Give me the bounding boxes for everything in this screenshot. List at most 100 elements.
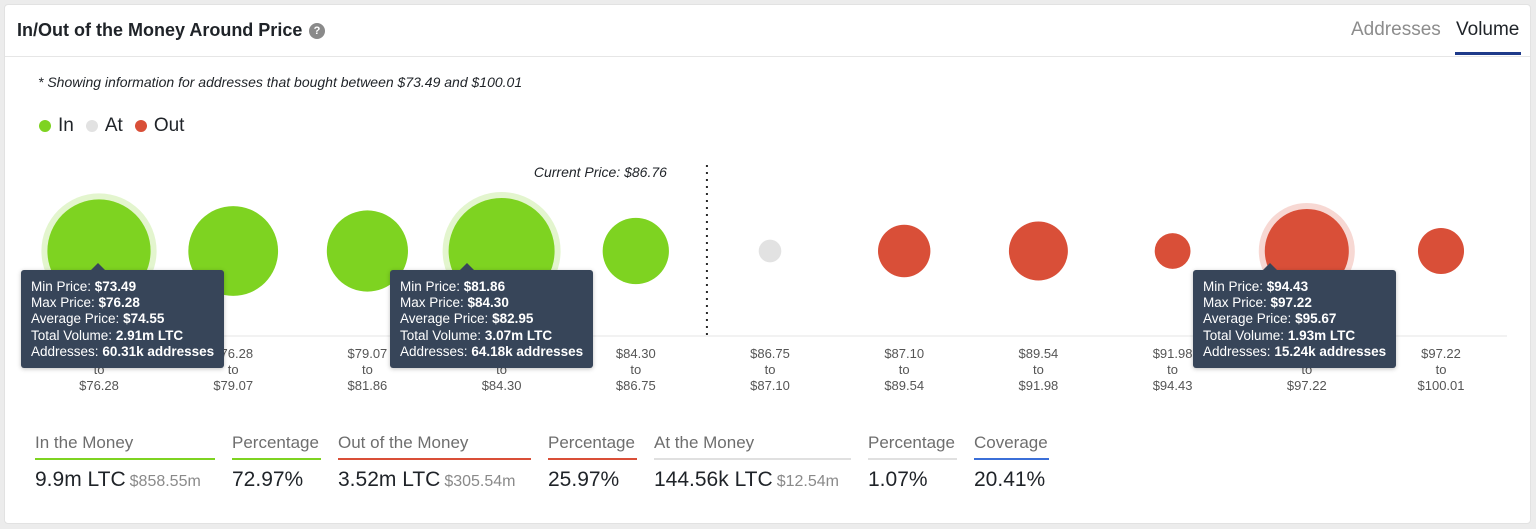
legend-dot-at bbox=[85, 120, 98, 132]
tooltip-1-vol: 2.91m LTC bbox=[115, 327, 184, 343]
bubble-7 bbox=[878, 224, 931, 278]
tooltip-4-min: $81.86 bbox=[463, 279, 506, 294]
stat-value-pct-in: 72.97% bbox=[232, 468, 304, 491]
bubble-6 bbox=[758, 239, 782, 263]
tooltip-10-addr: 15.24k addresses bbox=[1274, 343, 1387, 359]
bucket-to-label-5: $86.75 bbox=[616, 378, 656, 393]
range-note: * Showing information for addresses that… bbox=[38, 74, 523, 90]
stat-value-out: 3.52m LTC $305.54m bbox=[338, 468, 531, 492]
bubble-8 bbox=[1008, 221, 1068, 281]
tooltip-10-max: $97.22 bbox=[1270, 295, 1312, 311]
tooltip-1-avg: $74.55 bbox=[123, 311, 165, 327]
stat-at-the-money: At the Money 144.56k LTC $12.54m bbox=[654, 433, 851, 492]
current-price-label: Current Price: $86.76 bbox=[534, 164, 667, 180]
bucket-to-label-3: $81.86 bbox=[348, 378, 388, 393]
bucket-to-word-4: to bbox=[496, 362, 507, 377]
bucket-to-label-1: $76.28 bbox=[79, 378, 119, 393]
tooltip-1-max: $76.28 bbox=[98, 295, 140, 311]
stat-percentage-out: Percentage 25.97% bbox=[548, 433, 637, 492]
page-title: In/Out of the Money Around Price bbox=[17, 20, 303, 40]
active-tab-indicator bbox=[1455, 52, 1521, 55]
stat-sub-at: $12.54m bbox=[776, 473, 839, 490]
stat-sub-out: $305.54m bbox=[444, 473, 516, 490]
tooltip-10-avg: $95.67 bbox=[1295, 311, 1337, 327]
legend-item-at[interactable]: At bbox=[85, 115, 123, 137]
bucket-to-label-2: $79.07 bbox=[213, 378, 253, 393]
bucket-to-label-6: $87.10 bbox=[750, 378, 790, 393]
tooltip-1-min: $73.49 bbox=[94, 279, 137, 294]
legend-label-in: In bbox=[58, 115, 74, 136]
bucket-to-word-2: to bbox=[228, 362, 239, 377]
bubble-11 bbox=[1417, 227, 1465, 275]
stat-value-in-text: 9.9m LTC bbox=[35, 468, 126, 491]
bucket-to-word-10: to bbox=[1301, 362, 1312, 377]
bucket-from-label-5: $84.30 bbox=[616, 346, 656, 361]
tooltip-4-vol: 3.07m LTC bbox=[484, 327, 553, 343]
tab-volume[interactable]: Volume bbox=[1456, 19, 1520, 40]
bucket-from-label-7: $87.10 bbox=[884, 346, 924, 361]
bucket-to-word-6: to bbox=[765, 362, 776, 377]
bucket-to-word-1: to bbox=[94, 362, 105, 377]
bubble-3 bbox=[326, 210, 408, 292]
bucket-to-label-9: $94.43 bbox=[1153, 378, 1193, 393]
bucket-to-label-11: $100.01 bbox=[1418, 378, 1465, 393]
bucket-to-word-11: to bbox=[1436, 362, 1447, 377]
bucket-to-label-7: $89.54 bbox=[884, 378, 924, 393]
stat-head-pct-out: Percentage bbox=[548, 433, 637, 460]
ioam-card: In/Out of the Money Around Price ? Addre… bbox=[4, 4, 1531, 524]
stat-head-at: At the Money bbox=[654, 433, 851, 460]
stat-head-coverage: Coverage bbox=[974, 433, 1049, 460]
legend-dot-out bbox=[134, 120, 147, 132]
bucket-to-word-8: to bbox=[1033, 362, 1044, 377]
bucket-from-label-8: $89.54 bbox=[1019, 346, 1059, 361]
stat-out-of-the-money: Out of the Money 3.52m LTC $305.54m bbox=[338, 433, 531, 492]
tab-addresses[interactable]: Addresses bbox=[1351, 19, 1441, 40]
bucket-to-word-3: to bbox=[362, 362, 373, 377]
stat-value-at: 144.56k LTC $12.54m bbox=[654, 468, 851, 492]
stat-head-pct-in: Percentage bbox=[232, 433, 321, 460]
stat-coverage: Coverage 20.41% bbox=[974, 433, 1049, 492]
bucket-to-label-8: $91.98 bbox=[1019, 378, 1059, 393]
bucket-to-word-7: to bbox=[899, 362, 910, 377]
bucket-from-label-11: $97.22 bbox=[1421, 346, 1461, 361]
bucket-from-label-3: $79.07 bbox=[348, 346, 388, 361]
tooltip-10-vol: 1.93m LTC bbox=[1287, 327, 1356, 343]
stat-value-pct-out: 25.97% bbox=[548, 468, 620, 491]
card-header: In/Out of the Money Around Price ? Addre… bbox=[5, 5, 1530, 57]
tooltip-bucket-1: Min Price: $73.49 Max Price: $76.28 Aver… bbox=[21, 262, 225, 369]
stat-value-coverage: 20.41% bbox=[974, 468, 1046, 491]
bucket-from-label-9: $91.98 bbox=[1153, 346, 1193, 361]
stat-in-the-money: In the Money 9.9m LTC $858.55m bbox=[35, 433, 215, 492]
stat-sub-in: $858.55m bbox=[129, 473, 201, 490]
help-icon[interactable]: ? bbox=[309, 23, 325, 39]
stat-value-at-text: 144.56k LTC bbox=[654, 468, 773, 491]
bubble-9 bbox=[1154, 233, 1191, 269]
bucket-to-label-4: $84.30 bbox=[482, 378, 522, 393]
stat-percentage-at: Percentage 1.07% bbox=[868, 433, 957, 492]
tooltip-4-addr: 64.18k addresses bbox=[471, 343, 584, 359]
legend-item-out[interactable]: Out bbox=[134, 115, 185, 137]
bucket-to-word-9: to bbox=[1167, 362, 1178, 377]
legend-label-at: At bbox=[104, 115, 123, 136]
tooltip-1-addr: 60.31k addresses bbox=[102, 343, 215, 359]
stat-percentage-in: Percentage 72.97% bbox=[232, 433, 321, 492]
legend-item-in[interactable]: In bbox=[39, 115, 74, 137]
bucket-to-label-10: $97.22 bbox=[1287, 378, 1327, 393]
chart-legend: In At Out bbox=[39, 115, 184, 137]
tooltip-bucket-10: Min Price: $94.43 Max Price: $97.22 Aver… bbox=[1193, 262, 1397, 369]
stat-head-pct-at: Percentage bbox=[868, 433, 957, 460]
legend-dot-in bbox=[39, 120, 51, 132]
tooltip-4-avg: $82.95 bbox=[492, 311, 534, 327]
bucket-to-word-5: to bbox=[630, 362, 641, 377]
tooltip-10-min: $94.43 bbox=[1266, 279, 1309, 294]
stat-value-pct-at: 1.07% bbox=[868, 468, 928, 491]
bubble-5 bbox=[602, 217, 669, 285]
stat-head-out: Out of the Money bbox=[338, 433, 531, 460]
tooltip-4-max: $84.30 bbox=[467, 295, 509, 311]
stat-value-out-text: 3.52m LTC bbox=[338, 468, 441, 491]
legend-label-out: Out bbox=[153, 115, 185, 136]
stat-value-in: 9.9m LTC $858.55m bbox=[35, 468, 215, 492]
stat-head-in: In the Money bbox=[35, 433, 215, 460]
bucket-from-label-6: $86.75 bbox=[750, 346, 790, 361]
tooltip-bucket-4: Min Price: $81.86 Max Price: $84.30 Aver… bbox=[390, 262, 594, 369]
